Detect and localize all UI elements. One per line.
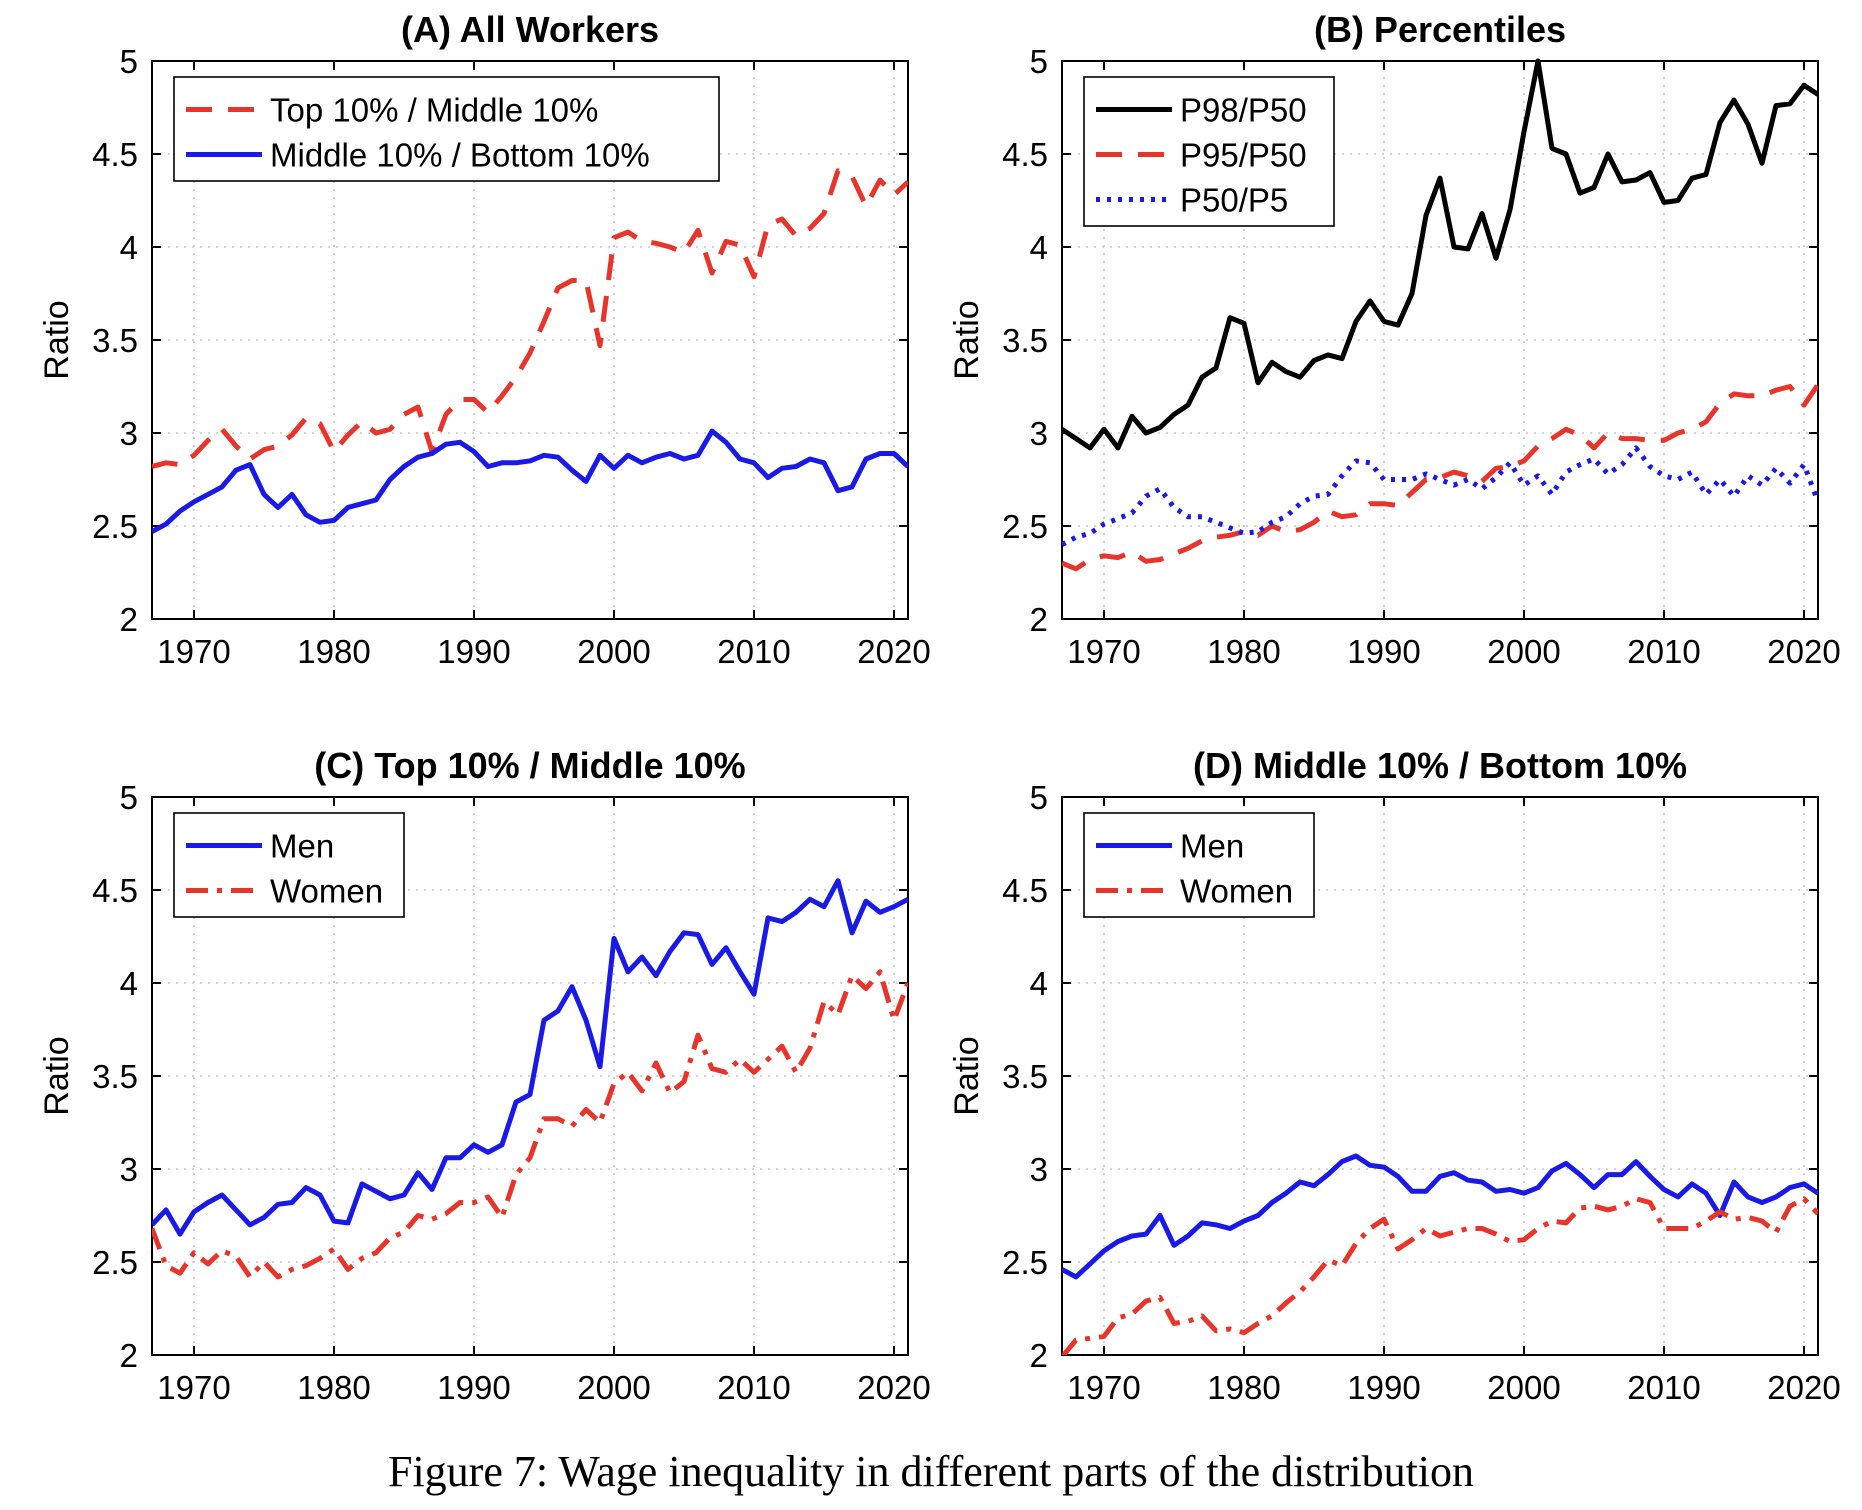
series-line-middle-10-bottom-10- [152,428,908,534]
x-tick-label: 1980 [297,633,370,670]
y-tick-label: 3.5 [1002,322,1048,359]
x-tick-label: 1990 [437,633,510,670]
x-tick-label: 1970 [1067,633,1140,670]
chart-title: (A) All Workers [401,9,659,50]
x-tick-label: 1970 [1067,1369,1140,1406]
legend-label: P50/P5 [1180,182,1288,219]
y-tick-label: 3 [120,415,138,452]
y-tick-label: 2.5 [92,1244,138,1281]
x-tick-label: 2020 [1767,633,1840,670]
y-axis-label: Ratio [948,300,986,379]
y-tick-label: 4.5 [1002,872,1048,909]
legend-box [173,76,720,182]
legend-label: Men [1180,828,1244,865]
panel-c: 2 2.5 3 3.5 4 4.5 5 1970 1980 1990 2000 2010 2020 (C)… [38,745,931,1406]
x-tick-label: 2010 [717,1369,790,1406]
y-axis-label: Ratio [38,1036,76,1115]
x-tick-label: 1990 [437,1369,510,1406]
chart-title: (B) Percentiles [1314,9,1566,50]
y-tick-label: 3 [1030,415,1048,452]
x-tick-label: 1980 [297,1369,370,1406]
chart-title: (C) Top 10% / Middle 10% [314,745,745,786]
x-tick-label: 1980 [1207,633,1280,670]
x-tick-label: 2010 [717,633,790,670]
x-tick-label: 1970 [157,1369,230,1406]
y-tick-label: 5 [120,43,138,80]
series-line-p50-p5 [1062,445,1818,547]
y-tick-label: 3 [1030,1151,1048,1188]
y-axis-label: Ratio [948,1036,986,1115]
x-tick-label: 2000 [1487,633,1560,670]
legend-label: Women [1180,873,1293,910]
panel-b: 2 2.5 3 3.5 4 4.5 5 1970 1980 1990 2000 2010 2020 (B)… [948,9,1841,670]
x-tick-label: 2000 [577,1369,650,1406]
y-tick-label: 3 [120,1151,138,1188]
legend-label: Men [270,828,334,865]
y-tick-label: 2 [1030,601,1048,638]
y-tick-label: 4 [120,229,138,266]
y-tick-label: 2 [120,1337,138,1374]
y-axis-label: Ratio [38,300,76,379]
legend-box [1083,76,1335,227]
legend-box [1083,812,1315,918]
y-tick-label: 4 [1030,965,1048,1002]
series-line-men [1062,1153,1818,1280]
y-tick-label: 4.5 [1002,136,1048,173]
y-tick-label: 3.5 [1002,1058,1048,1095]
y-tick-label: 2 [1030,1337,1048,1374]
legend-label: Top 10% / Middle 10% [270,92,598,129]
y-tick-label: 4 [1030,229,1048,266]
chart-title: (D) Middle 10% / Bottom 10% [1193,745,1687,786]
y-tick-label: 5 [120,779,138,816]
series-line-top-10-middle-10- [152,168,908,469]
y-tick-label: 4.5 [92,872,138,909]
x-tick-label: 1990 [1347,633,1420,670]
x-tick-label: 2010 [1627,633,1700,670]
y-tick-label: 3.5 [92,322,138,359]
panel-d: 2 2.5 3 3.5 4 4.5 5 1970 1980 1990 2000 2010 2020 (D)… [948,745,1841,1406]
series-line-women [1062,1196,1818,1355]
y-tick-label: 2.5 [1002,508,1048,545]
x-tick-label: 1990 [1347,1369,1420,1406]
legend-label: Women [270,873,383,910]
y-tick-label: 4.5 [92,136,138,173]
panel-a: 2 2.5 3 3.5 4 4.5 5 1970 1980 1990 2000 2010 2020 (A)… [38,9,931,670]
x-tick-label: 2010 [1627,1369,1700,1406]
y-tick-label: 2.5 [1002,1244,1048,1281]
series-line-p98-p50 [1062,58,1818,451]
x-tick-label: 2020 [1767,1369,1840,1406]
legend-box [173,812,405,918]
x-tick-label: 2000 [577,633,650,670]
y-tick-label: 2 [120,601,138,638]
x-tick-label: 1970 [157,633,230,670]
x-tick-label: 1980 [1207,1369,1280,1406]
legend-label: Middle 10% / Bottom 10% [270,137,650,174]
legend-label: P95/P50 [1180,137,1307,174]
x-tick-label: 2020 [857,1369,930,1406]
legend-label: P98/P50 [1180,92,1307,129]
series-line-men [152,878,908,1237]
y-tick-label: 4 [120,965,138,1002]
series-line-women [152,969,908,1280]
x-tick-label: 2000 [1487,1369,1560,1406]
x-tick-label: 2020 [857,633,930,670]
series-line-p95-p50 [1062,383,1818,572]
y-tick-label: 3.5 [92,1058,138,1095]
figure-caption: Figure 7: Wage inequality in different p… [388,1447,1474,1496]
y-tick-label: 5 [1030,779,1048,816]
y-tick-label: 5 [1030,43,1048,80]
y-tick-label: 2.5 [92,508,138,545]
